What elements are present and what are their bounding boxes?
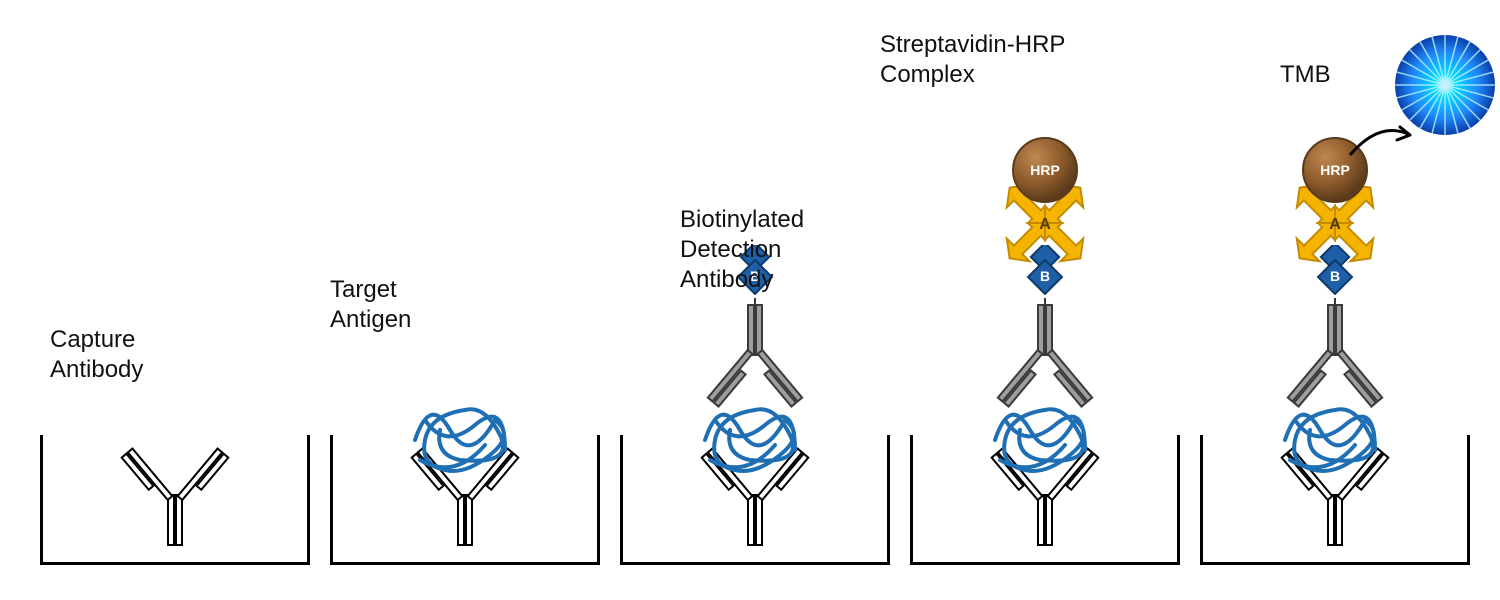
step-3-label: Biotinylated Detection Antibody	[680, 205, 804, 295]
tmb-substrate-glow-icon	[1390, 30, 1500, 145]
svg-text:HRP: HRP	[1030, 162, 1060, 178]
svg-text:A: A	[1329, 216, 1341, 233]
capture-antibody-icon	[110, 440, 240, 555]
elisa-step-5: B A HRP	[1200, 10, 1470, 570]
detection-antibody-icon	[690, 300, 820, 415]
target-antigen-icon	[405, 390, 525, 485]
step-2-label: Target Antigen	[330, 275, 411, 335]
svg-text:A: A	[1039, 216, 1051, 233]
hrp-enzyme-icon: HRP	[1010, 135, 1080, 210]
detection-antibody-icon	[1270, 300, 1400, 415]
elisa-step-1	[40, 10, 310, 570]
elisa-step-4: B A HRP	[910, 10, 1180, 570]
step-1-label: Capture Antibody	[50, 325, 143, 385]
step-5-label: TMB	[1280, 60, 1331, 90]
detection-antibody-icon	[980, 300, 1110, 415]
step-4-label: Streptavidin-HRP Complex	[880, 30, 1065, 90]
